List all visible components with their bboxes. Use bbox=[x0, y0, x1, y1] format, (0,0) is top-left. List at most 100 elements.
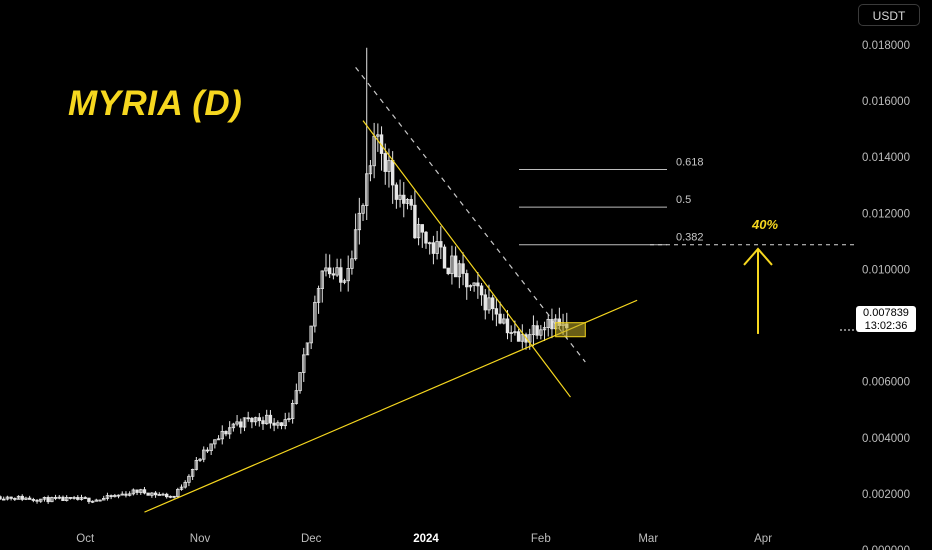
candle-body bbox=[461, 263, 465, 274]
candle-body bbox=[216, 438, 221, 441]
candle-body bbox=[153, 492, 158, 496]
candle-body bbox=[361, 205, 365, 214]
candle-body bbox=[253, 417, 258, 423]
candle-body bbox=[183, 481, 187, 488]
arrow-head-icon bbox=[743, 247, 773, 266]
x-tick-label: Dec bbox=[301, 533, 322, 545]
candle-body bbox=[298, 372, 302, 392]
candle-body bbox=[450, 255, 454, 275]
candle-body bbox=[435, 241, 439, 254]
candle-body bbox=[309, 325, 313, 344]
candle-body bbox=[446, 267, 450, 275]
candle-body bbox=[294, 390, 299, 404]
candle-body bbox=[476, 282, 480, 287]
candle-body bbox=[513, 331, 517, 334]
candle-body bbox=[509, 332, 513, 334]
candle-body bbox=[346, 268, 350, 282]
candle-body bbox=[120, 493, 124, 496]
candle-body bbox=[61, 496, 65, 502]
candle-body bbox=[424, 231, 428, 244]
candle-body bbox=[283, 419, 287, 427]
candle-body bbox=[116, 494, 121, 497]
candle-body bbox=[13, 498, 17, 500]
current-price-value: 0.007839 bbox=[863, 307, 909, 319]
candle-body bbox=[235, 421, 239, 425]
currency-button[interactable]: USDT bbox=[858, 4, 920, 26]
candle-body bbox=[157, 494, 161, 496]
candle-body bbox=[57, 496, 61, 499]
candle-body bbox=[276, 422, 280, 426]
candle-body bbox=[64, 497, 69, 502]
fib-level-label: 0.5 bbox=[676, 194, 691, 206]
candle-body bbox=[439, 241, 443, 248]
candle-body bbox=[539, 329, 543, 336]
candle-body bbox=[405, 199, 410, 204]
candle-body bbox=[472, 282, 476, 286]
candle-body bbox=[72, 497, 76, 499]
y-tick-label: 0.006000 bbox=[862, 377, 910, 389]
candle-body bbox=[213, 439, 217, 445]
candle-body bbox=[194, 459, 199, 470]
candle-body bbox=[302, 354, 306, 373]
candle-body bbox=[224, 430, 228, 435]
support-trendline bbox=[144, 299, 638, 513]
y-tick-label: 0.000000 bbox=[862, 545, 910, 550]
candle-body bbox=[257, 417, 262, 422]
candle-body bbox=[531, 325, 536, 336]
candle-body bbox=[428, 242, 432, 245]
candle-body bbox=[0, 496, 2, 500]
candle-body bbox=[172, 495, 176, 498]
candle-body bbox=[272, 422, 276, 426]
bar-countdown: 13:02:36 bbox=[864, 319, 908, 332]
chart-title: MYRIA (D) bbox=[68, 84, 243, 123]
candle-body bbox=[324, 267, 328, 272]
candle-body bbox=[16, 495, 21, 500]
candle-body bbox=[387, 159, 391, 172]
candle-body bbox=[487, 297, 491, 311]
candle-body bbox=[98, 499, 102, 502]
candle-body bbox=[9, 496, 13, 499]
candle-body bbox=[250, 417, 254, 423]
candle-body bbox=[187, 475, 191, 483]
candle-body bbox=[431, 242, 436, 254]
candle-body bbox=[365, 173, 369, 206]
y-tick-label: 0.018000 bbox=[862, 40, 910, 52]
resistance-trendline bbox=[355, 66, 586, 363]
candle-body bbox=[335, 267, 339, 276]
candle-body bbox=[353, 229, 358, 260]
candle-body bbox=[90, 500, 95, 503]
x-tick-label: Nov bbox=[190, 533, 211, 545]
candle-body bbox=[161, 493, 165, 496]
candle-body bbox=[376, 134, 380, 137]
candle-body bbox=[39, 498, 43, 502]
y-tick-label: 0.010000 bbox=[862, 264, 910, 276]
candle-body bbox=[416, 224, 421, 239]
candle-body bbox=[479, 285, 484, 296]
x-tick-label: Apr bbox=[754, 533, 772, 545]
candle-body bbox=[502, 318, 506, 324]
y-tick-label: 0.004000 bbox=[862, 433, 910, 445]
candle-body bbox=[164, 493, 169, 498]
candle-body bbox=[79, 497, 84, 500]
candle-body bbox=[305, 342, 310, 356]
candle-body bbox=[53, 497, 58, 499]
candle-body bbox=[127, 493, 132, 496]
projection-label: 40% bbox=[751, 217, 778, 232]
candle-body bbox=[42, 497, 47, 500]
candle-body bbox=[113, 495, 117, 498]
candle-body bbox=[394, 184, 399, 200]
candle-body bbox=[546, 318, 550, 328]
candle-body bbox=[490, 297, 495, 310]
candle-body bbox=[457, 263, 462, 278]
candle-body bbox=[505, 318, 510, 334]
candle-body bbox=[413, 204, 417, 239]
candle-body bbox=[50, 497, 54, 503]
candle-body bbox=[35, 499, 39, 502]
candle-body bbox=[27, 497, 32, 500]
candle-body bbox=[368, 165, 373, 175]
candle-body bbox=[198, 458, 202, 461]
candle-body bbox=[468, 285, 473, 288]
candle-body bbox=[202, 449, 206, 460]
candle-body bbox=[339, 267, 343, 283]
